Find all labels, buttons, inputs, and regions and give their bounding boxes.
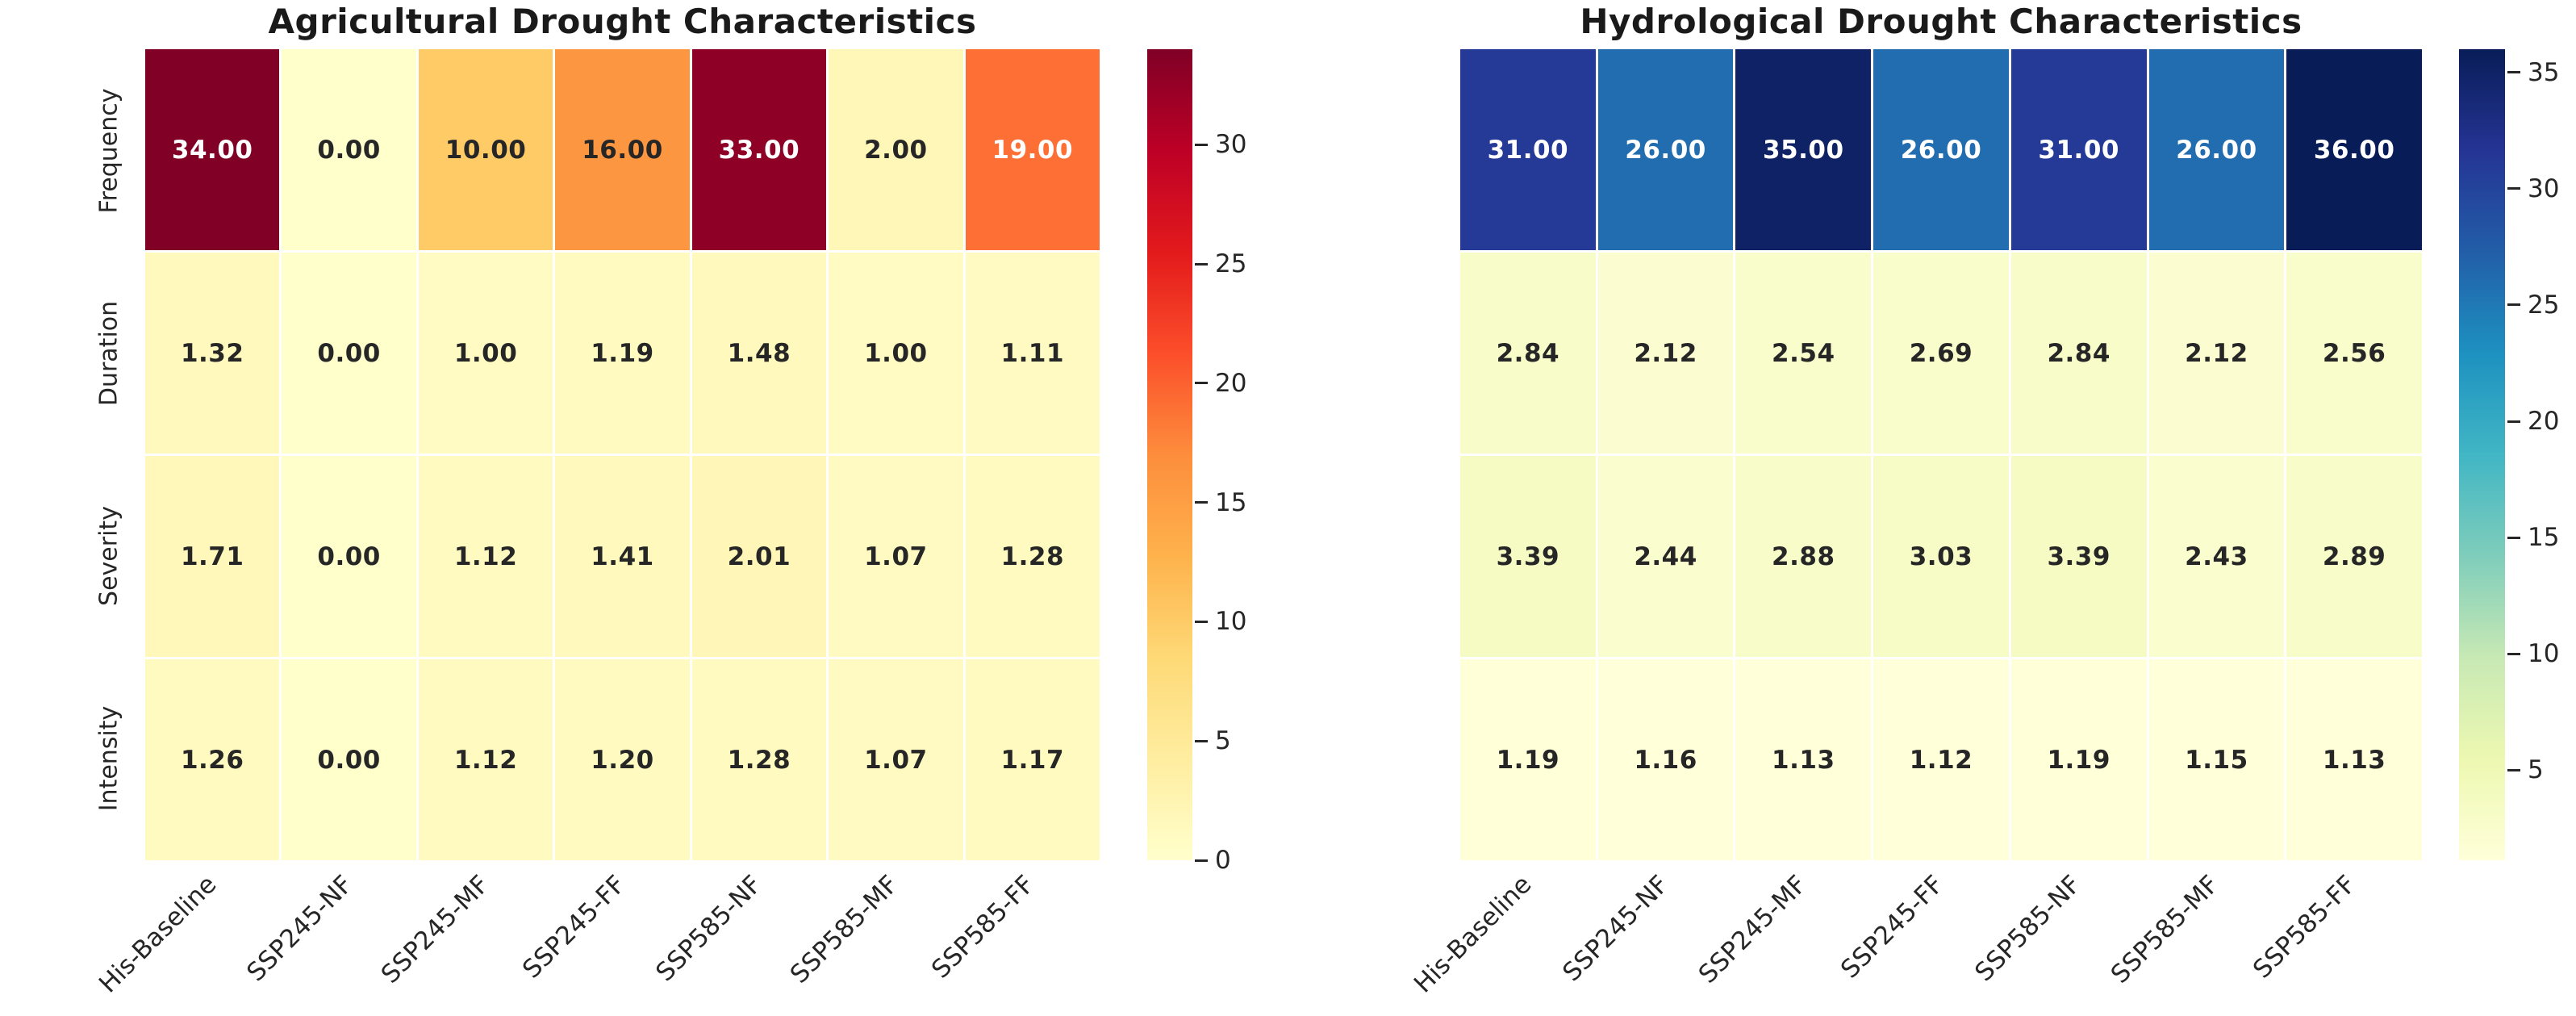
colorbar-tick-label: 30 — [2528, 174, 2560, 203]
heatmap-cell: 2.84 — [2010, 253, 2147, 454]
heatmap-cell: 34.00 — [145, 49, 280, 250]
colorbar-tick-label: 0 — [1215, 846, 1231, 875]
heatmap-cell: 26.00 — [2148, 49, 2285, 250]
x-axis-label: His-Baseline — [93, 870, 222, 999]
heatmap-cell: 1.00 — [418, 253, 553, 454]
colorbar-tick-label: 25 — [1215, 249, 1247, 279]
heatmap-cell: 2.69 — [1873, 253, 2009, 454]
colorbar-tick — [2507, 187, 2520, 190]
heatmap-cell: 1.07 — [829, 456, 963, 657]
y-axis-label: Frequency — [94, 88, 123, 214]
heatmap-cell: 2.00 — [829, 49, 963, 250]
heatmap-cell: 2.01 — [691, 456, 827, 657]
chart-title-hydrological: Hydrological Drought Characteristics — [1580, 2, 2303, 41]
heatmap-cell: 1.12 — [418, 456, 553, 657]
heatmap-cell: 36.00 — [2286, 49, 2422, 250]
heatmap-cell: 10.00 — [418, 49, 553, 250]
colorbar-tick — [1195, 859, 1208, 862]
heatmap-cell: 1.19 — [2010, 659, 2147, 860]
heatmap-cell: 1.48 — [691, 253, 827, 454]
colorbar-tick — [2507, 420, 2520, 423]
heatmap-cell: 0.00 — [282, 659, 416, 860]
heatmap-cell: 35.00 — [1735, 49, 1872, 250]
colorbar-tick — [1195, 739, 1208, 742]
heatmap-cell: 1.41 — [555, 456, 690, 657]
y-axis-label: Intensity — [94, 706, 123, 812]
colorbar-tick-label: 15 — [2528, 523, 2560, 553]
heatmap-cell: 1.19 — [1460, 659, 1596, 860]
x-axis-label: His-Baseline — [1409, 870, 1538, 999]
heatmap-cell: 1.12 — [418, 659, 553, 860]
heatmap-cell: 1.32 — [145, 253, 280, 454]
heatmap-cell: 3.03 — [1873, 456, 2009, 657]
heatmap-cell: 1.28 — [965, 456, 1100, 657]
heatmap-cell: 31.00 — [2010, 49, 2147, 250]
heatmap-cell: 16.00 — [555, 49, 690, 250]
heatmap-cell: 1.71 — [145, 456, 280, 657]
colorbar-tick — [2507, 768, 2520, 771]
colorbar-tick — [1195, 620, 1208, 623]
heatmap-cell: 33.00 — [691, 49, 827, 250]
heatmap-cell: 1.26 — [145, 659, 280, 860]
colorbar-tick — [2507, 303, 2520, 307]
heatmap-cell: 26.00 — [1597, 49, 1734, 250]
heatmap-cell: 2.88 — [1735, 456, 1872, 657]
heatmap-cell: 26.00 — [1873, 49, 2009, 250]
heatmap-cell: 1.07 — [829, 659, 963, 860]
heatmap-cell: 3.39 — [1460, 456, 1596, 657]
heatmap-cell: 19.00 — [965, 49, 1100, 250]
colorbar-tick — [1195, 501, 1208, 504]
colorbar-tick-label: 10 — [1215, 607, 1247, 637]
colorbar-tick — [1195, 262, 1208, 265]
colorbar-tick-label: 15 — [1215, 487, 1247, 517]
colorbar-tick — [1195, 143, 1208, 146]
heatmap-cell: 1.12 — [1873, 659, 2009, 860]
colorbar-tick — [2507, 71, 2520, 74]
heatmap-cell: 1.19 — [555, 253, 690, 454]
heatmap-cell: 2.54 — [1735, 253, 1872, 454]
heatmap-cell: 31.00 — [1460, 49, 1596, 250]
heatmap-cell: 2.12 — [1597, 253, 1734, 454]
heatmap-cell: 1.13 — [2286, 659, 2422, 860]
heatmap-grid: 34.00 0.00 10.00 16.00 33.00 2.00 19.00 1.32 0.0… — [145, 49, 1100, 860]
colorbar-tick-label: 35 — [2528, 57, 2560, 87]
heatmap-cell: 1.28 — [691, 659, 827, 860]
heatmap-cell: 1.15 — [2148, 659, 2285, 860]
heatmap-cell: 0.00 — [282, 49, 416, 250]
heatmap-cell: 1.11 — [965, 253, 1100, 454]
heatmap-cell: 2.44 — [1597, 456, 1734, 657]
heatmap-cell: 1.16 — [1597, 659, 1734, 860]
heatmap-cell: 2.12 — [2148, 253, 2285, 454]
heatmap-cell: 2.56 — [2286, 253, 2422, 454]
y-axis-label: Duration — [94, 300, 123, 407]
colorbar-tick-label: 25 — [2528, 290, 2560, 320]
colorbar-tick-label: 20 — [2528, 407, 2560, 436]
colorbar-tick — [2507, 536, 2520, 539]
heatmap-cell: 1.00 — [829, 253, 963, 454]
heatmap-grid: 31.00 26.00 35.00 26.00 31.00 26.00 36.00 2.84 2… — [1460, 49, 2422, 860]
colorbar-tick-label: 10 — [2528, 639, 2560, 669]
heatmap-cell: 2.43 — [2148, 456, 2285, 657]
colorbar-tick-label: 20 — [1215, 368, 1247, 398]
colorbar-tick-label: 30 — [1215, 130, 1247, 160]
heatmap-cell: 2.84 — [1460, 253, 1596, 454]
heatmap-cell: 1.20 — [555, 659, 690, 860]
y-axis-label: Severity — [94, 506, 123, 607]
colorbar-tick — [2507, 652, 2520, 655]
heatmap-cell: 0.00 — [282, 253, 416, 454]
colorbar — [2459, 49, 2505, 860]
heatmap-cell: 1.13 — [1735, 659, 1872, 860]
heatmap-cell: 0.00 — [282, 456, 416, 657]
colorbar-tick — [1195, 382, 1208, 385]
colorbar-tick-label: 5 — [2528, 755, 2544, 785]
heatmap-cell: 2.89 — [2286, 456, 2422, 657]
heatmap-cell: 1.17 — [965, 659, 1100, 860]
colorbar-tick-label: 5 — [1215, 726, 1231, 756]
colorbar — [1147, 49, 1192, 860]
chart-title-agricultural: Agricultural Drought Characteristics — [268, 2, 977, 41]
heatmap-cell: 3.39 — [2010, 456, 2147, 657]
